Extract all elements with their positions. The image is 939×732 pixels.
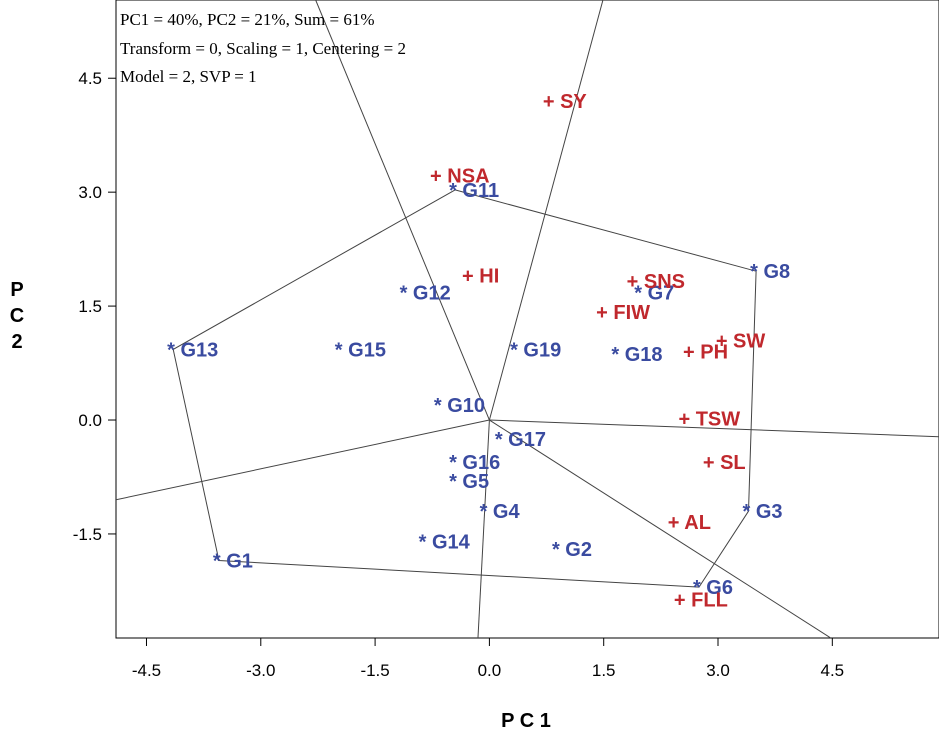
x-tick-label: -3.0 xyxy=(246,661,275,680)
trait-point: + FLL xyxy=(674,589,728,611)
sector-ray xyxy=(488,0,604,421)
trait-point: + SW xyxy=(716,330,766,352)
genotype-point: * G3 xyxy=(742,501,782,523)
genotype-point: * G1 xyxy=(213,551,253,573)
trait-point: + HI xyxy=(462,266,499,288)
genotype-point: * G4 xyxy=(480,501,521,523)
hull-polygon xyxy=(172,189,757,588)
genotype-point: * G17 xyxy=(495,429,546,451)
trait-point: + SL xyxy=(703,452,746,474)
data-points: * G1 * G2 * G3 * G4 * G5 * G6 * G7 * G8 * G10 * G… xyxy=(167,91,790,611)
x-tick-label: -1.5 xyxy=(360,661,389,680)
x-tick-label: 4.5 xyxy=(820,661,844,680)
y-axis-ticks: -1.5 0.0 1.5 3.0 4.5 xyxy=(73,69,116,544)
genotype-point: * G5 xyxy=(449,471,489,493)
trait-point: + SY xyxy=(543,91,588,113)
genotype-point: * G15 xyxy=(335,339,386,361)
annotation-line-1: PC1 = 40%, PC2 = 21%, Sum = 61% xyxy=(120,10,375,29)
trait-point: + FIW xyxy=(596,302,650,324)
genotype-point: * G14 xyxy=(419,532,471,554)
genotype-point: * G2 xyxy=(552,539,592,561)
x-tick-label: -4.5 xyxy=(132,661,161,680)
genotype-point: * G10 xyxy=(434,395,485,417)
x-tick-label: 1.5 xyxy=(592,661,616,680)
genotype-point: * G16 xyxy=(449,452,500,474)
genotype-point: * G6 xyxy=(693,577,733,599)
plot-area xyxy=(115,0,939,639)
trait-point: + AL xyxy=(668,512,711,534)
sector-ray xyxy=(315,0,490,421)
y-tick-label: -1.5 xyxy=(73,525,102,544)
sector-ray xyxy=(116,419,490,501)
trait-point: + SNS xyxy=(627,271,685,293)
x-axis-ticks: -4.5 -3.0 -1.5 0.0 1.5 3.0 4.5 xyxy=(132,638,844,680)
annotation-line-2: Transform = 0, Scaling = 1, Centering = … xyxy=(120,39,406,58)
x-axis-title: P C 1 xyxy=(501,710,551,732)
polygon-and-rays xyxy=(116,0,939,638)
y-tick-label: 0.0 xyxy=(78,411,102,430)
annotation-line-3: Model = 2, SVP = 1 xyxy=(120,67,257,86)
genotype-point: * G18 xyxy=(611,344,662,366)
x-tick-label: 0.0 xyxy=(478,661,502,680)
trait-point: + PH xyxy=(683,342,728,364)
y-tick-label: 1.5 xyxy=(78,297,102,316)
genotype-point: * G11 xyxy=(449,180,499,202)
genotype-point: * G7 xyxy=(634,282,674,304)
genotype-point: * G19 xyxy=(510,339,561,361)
sector-ray xyxy=(489,419,939,438)
genotype-point: * G13 xyxy=(167,339,218,361)
sector-ray xyxy=(477,419,490,638)
trait-point: + TSW xyxy=(678,408,740,430)
y-tick-label: 3.0 xyxy=(78,183,102,202)
genotype-point: * G12 xyxy=(400,282,451,304)
sector-ray xyxy=(489,419,832,638)
genotype-point: * G8 xyxy=(750,261,790,283)
x-tick-label: 3.0 xyxy=(706,661,730,680)
trait-point: + NSA xyxy=(430,165,489,187)
y-tick-label: 4.5 xyxy=(78,69,102,88)
